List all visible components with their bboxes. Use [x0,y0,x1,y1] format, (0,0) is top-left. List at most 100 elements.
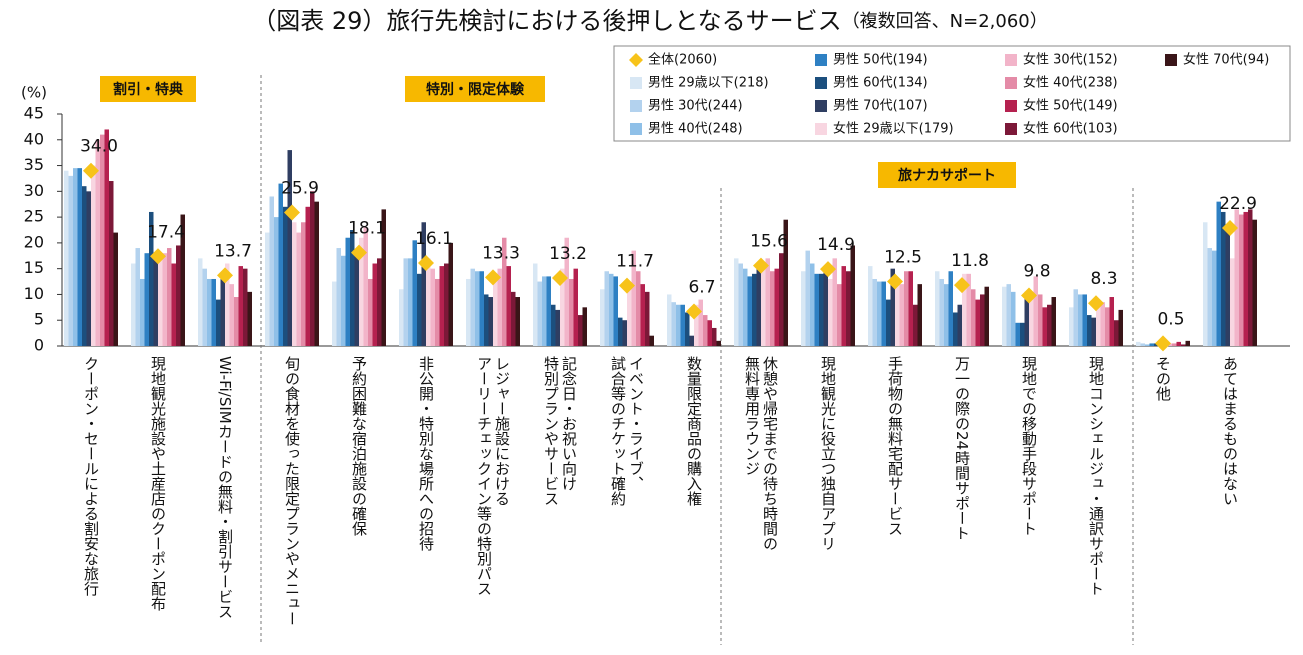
bar [671,302,676,346]
bar [247,291,252,346]
bar [962,273,967,346]
bar [944,284,949,346]
section-label: 旅ナカサポート [898,167,996,184]
legend-marker [1005,77,1017,89]
bar [484,294,489,346]
bar [68,175,73,346]
bar [542,276,547,346]
bar [645,291,650,346]
bar [819,273,824,346]
bar [336,248,341,346]
diamond-marker [1222,219,1238,236]
bar [872,278,877,346]
y-tick-label: 15 [24,258,44,277]
bar [202,268,207,346]
bar [618,317,623,346]
bar [881,281,886,346]
bar [770,271,775,346]
bar [381,209,386,346]
x-tick-label: アーリーチェックイン等の特別パス [475,356,493,596]
bar [444,263,449,346]
bar [1042,307,1047,346]
bar [1216,201,1221,346]
bar [756,268,761,346]
legend-marker [815,123,827,135]
bar [1091,317,1096,346]
bar [220,278,225,346]
x-tick-label: 休憩や帰宅までの待ち時間の [761,356,779,551]
bar [600,289,605,346]
value-label: 18.1 [348,219,386,239]
diamond-marker [284,204,300,221]
bar [1176,341,1181,346]
bar [1181,344,1186,346]
bar [1114,320,1119,346]
bar [167,248,172,346]
bar [283,206,288,346]
legend-label: 女性 60代(103) [1023,121,1118,137]
bar [555,309,560,346]
bar [935,271,940,346]
bar [694,304,699,346]
bar [1069,307,1074,346]
bar [310,191,315,346]
legend-label: 全体(2060) [648,52,717,68]
bar [890,268,895,346]
legend-label: 女性 30代(152) [1023,52,1118,68]
legend-label: 男性 40代(248) [648,122,743,137]
bar [966,273,971,346]
value-label: 22.9 [1219,194,1257,214]
diamond-marker [150,248,166,265]
bar [908,271,913,346]
x-tick-label: あてはまるものはない [1221,356,1239,506]
bar [292,222,297,346]
bar [198,258,203,346]
bar [1078,294,1083,346]
bar [698,299,703,346]
bar [828,278,833,346]
bar [216,299,221,346]
bar [91,165,96,346]
bar [363,227,368,346]
bar [1239,214,1244,346]
value-label: 14.9 [817,235,855,255]
bar [832,258,837,346]
value-label: 17.4 [147,222,185,242]
bar [149,211,154,346]
x-tick-label: 無料専用ラウンジ [743,356,761,476]
bar [372,263,377,346]
bar [243,268,248,346]
bar [1212,250,1217,346]
diamond-marker [1155,335,1171,352]
bar [904,271,909,346]
bar [957,304,962,346]
bar [738,263,743,346]
bar [1167,343,1172,346]
bar [613,276,618,346]
bar [100,134,105,346]
bar [238,266,243,346]
value-label: 9.8 [1023,261,1050,281]
bar [1230,258,1235,346]
bar [466,278,471,346]
bar [104,129,109,346]
bar [551,304,556,346]
bar [412,240,417,346]
value-label: 13.3 [482,243,520,263]
bar [676,304,681,346]
legend-label: 女性 40代(238) [1023,75,1118,91]
bar [448,242,453,346]
bar [421,222,426,346]
bar [296,232,301,346]
y-tick-label: 40 [24,129,44,148]
bar [95,139,100,346]
y-tick-label: 35 [24,155,44,174]
bar [743,268,748,346]
diamond-marker [1021,287,1037,304]
bar [899,284,904,346]
legend-marker [629,53,643,67]
bar [801,271,806,346]
section-box [100,76,196,102]
bar [265,232,270,346]
